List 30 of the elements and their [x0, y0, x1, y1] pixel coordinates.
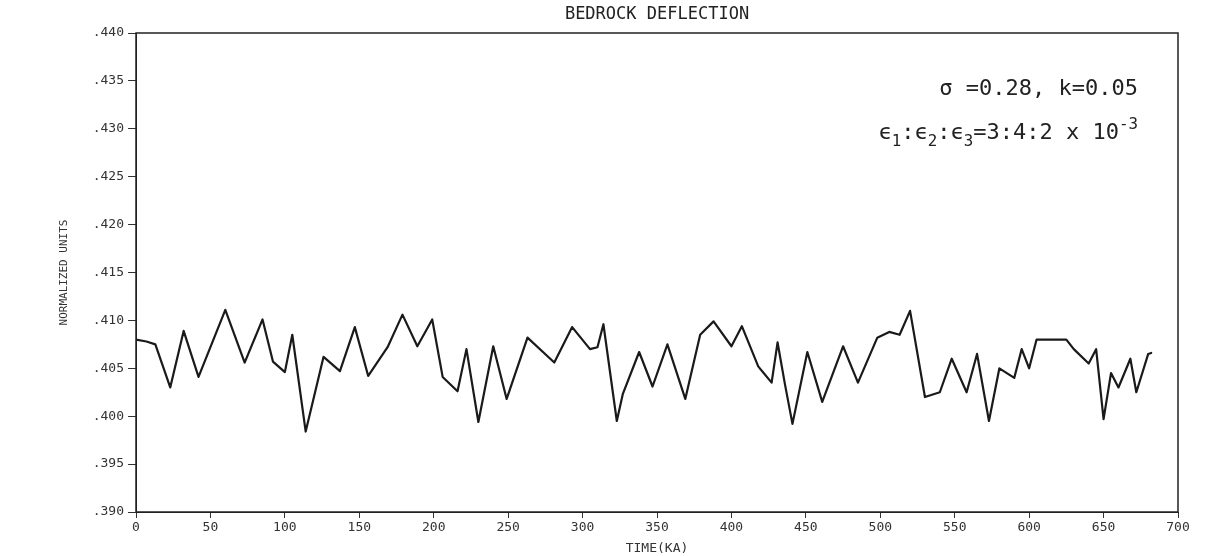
y-tick-label: .435: [92, 72, 124, 88]
x-tick-label: 250: [496, 519, 520, 535]
x-tick-label: 650: [1091, 519, 1116, 535]
y-tick-label: .410: [92, 311, 124, 327]
x-tick-label: 450: [794, 519, 818, 535]
x-tick-label: 300: [570, 519, 595, 535]
x-tick-label: 0: [132, 519, 140, 535]
y-tick-label: .405: [92, 359, 124, 375]
x-tick-label: 600: [1017, 519, 1041, 535]
x-tick-label: 350: [645, 519, 669, 535]
y-tick-label: .430: [92, 120, 124, 136]
x-tick-label: 500: [868, 519, 893, 535]
x-tick-label: 100: [273, 519, 297, 535]
chart-title: BEDROCK DEFLECTION: [564, 3, 750, 24]
y-tick-label: .425: [92, 168, 124, 184]
x-tick-label: 700: [1166, 519, 1190, 535]
x-axis-title: TIME(KA): [625, 539, 689, 555]
y-tick-label: .400: [92, 407, 124, 423]
annotation: σ =0.28, k=0.05: [939, 75, 1139, 100]
y-tick-label: .395: [92, 455, 124, 471]
x-tick-label: 550: [942, 519, 967, 535]
y-tick-label: .390: [92, 503, 124, 519]
y-tick-label: .420: [92, 215, 124, 231]
x-tick-label: 150: [347, 519, 372, 535]
x-tick-label: 400: [719, 519, 744, 535]
y-axis-title: NORMALIZED UNITS: [57, 219, 71, 326]
y-tick-label: .415: [92, 263, 124, 279]
y-tick-label: .440: [92, 24, 124, 40]
x-tick-label: 50: [202, 519, 219, 535]
x-tick-label: 200: [421, 519, 446, 535]
